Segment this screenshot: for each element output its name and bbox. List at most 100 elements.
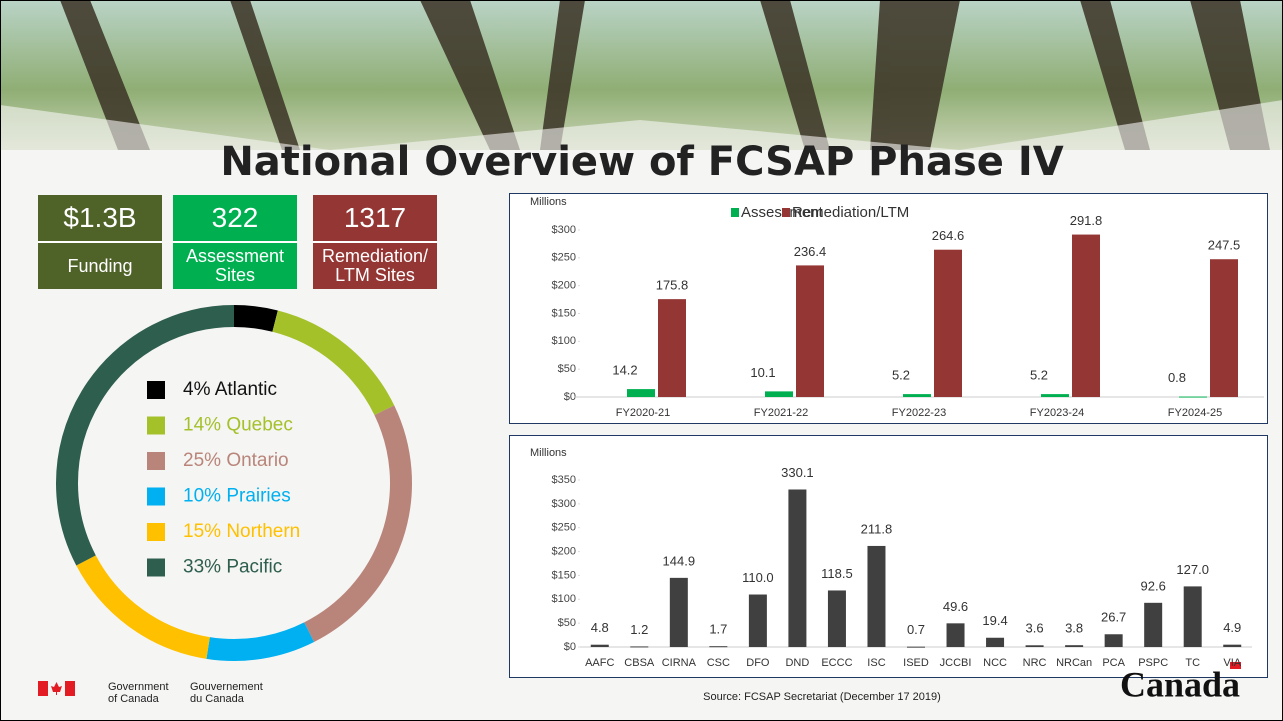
y-tick-label: $150	[552, 307, 576, 319]
bar	[1026, 645, 1044, 647]
value-label: 211.8	[861, 521, 893, 536]
value-label: 10.1	[750, 365, 775, 380]
bar	[591, 645, 609, 647]
value-label: 19.4	[982, 613, 1007, 628]
value-label: 14.2	[612, 363, 637, 378]
bar	[867, 546, 885, 647]
gov-en: Government of Canada	[108, 681, 180, 705]
y-axis-unit: Millions	[530, 196, 567, 208]
value-label: 0.7	[907, 622, 925, 637]
source: Source: FCSAP Secretariat (December 17 2…	[703, 691, 941, 703]
x-tick-label: ISC	[867, 657, 885, 669]
x-tick-label: VIA	[1223, 657, 1241, 669]
stat-value: $1.3B	[38, 195, 162, 241]
legend-name: Northern	[226, 521, 300, 542]
bar	[1179, 397, 1207, 398]
value-label: 0.8	[1168, 370, 1186, 385]
legend-name: Ontario	[226, 450, 288, 471]
donut-segment	[208, 632, 309, 650]
legend-swatch	[147, 452, 165, 470]
canada-wordmark: Canada	[1120, 664, 1240, 704]
value-label: 5.2	[892, 368, 910, 383]
legend-percent: 25%	[183, 450, 221, 471]
value-label: 175.8	[656, 278, 689, 293]
x-tick-label: PCA	[1102, 657, 1125, 669]
bar	[1065, 645, 1083, 647]
bar	[670, 578, 688, 647]
y-tick-label: $250	[552, 252, 576, 264]
x-tick-label: CSC	[707, 657, 730, 669]
y-tick-label: $200	[552, 545, 576, 557]
x-tick-label: DFO	[746, 657, 770, 669]
donut-segment	[309, 410, 401, 632]
canada-flag	[38, 681, 75, 696]
value-label: 1.7	[709, 622, 727, 637]
value-label: 236.4	[794, 244, 827, 259]
legend-entry: 4% Atlantic	[183, 379, 277, 400]
y-tick-label: $50	[558, 363, 576, 375]
stat-label: Assessment Sites	[173, 241, 297, 289]
value-label: 144.9	[663, 553, 696, 568]
y-tick-label: $0	[564, 641, 576, 653]
bar	[934, 250, 962, 397]
value-label: 5.2	[1030, 368, 1048, 383]
legend-entry: 25% Ontario	[183, 450, 289, 471]
y-tick-label: $50	[558, 617, 576, 629]
stat-label: Funding	[38, 241, 162, 289]
donut-segment	[275, 321, 384, 410]
stat-box: $1.3BFunding	[38, 195, 162, 289]
x-tick-label: JCCBI	[940, 657, 972, 669]
slide: National Overview of FCSAP Phase IV Sour…	[0, 0, 1283, 721]
value-label: 3.6	[1026, 621, 1044, 636]
title: National Overview of FCSAP Phase IV	[220, 139, 1063, 185]
bar	[1184, 586, 1202, 647]
bar	[1072, 235, 1100, 397]
stat-value: 322	[173, 195, 297, 241]
x-tick-label: ECCC	[821, 657, 852, 669]
value-label: 118.5	[821, 566, 853, 581]
legend-entry: Remediation/LTM	[792, 204, 909, 221]
x-tick-label: DND	[785, 657, 809, 669]
bar	[1223, 645, 1241, 647]
bar	[627, 389, 655, 397]
stat-label: Remediation/ LTM Sites	[313, 241, 437, 289]
bar	[788, 489, 806, 647]
x-tick-label: PSPC	[1138, 657, 1168, 669]
bar	[986, 638, 1004, 647]
legend-name: Prairies	[226, 486, 290, 507]
x-tick-label: ISED	[903, 657, 929, 669]
value-label: 26.7	[1101, 610, 1126, 625]
bar	[658, 299, 686, 397]
y-tick-label: $250	[552, 522, 576, 534]
y-axis-unit: Millions	[530, 447, 567, 459]
y-tick-label: $200	[552, 280, 576, 292]
legend-entry: 14% Quebec	[183, 415, 293, 436]
x-tick-label: CBSA	[624, 657, 655, 669]
bar	[765, 391, 793, 397]
legend-percent: 15%	[183, 521, 221, 542]
legend-name: Pacific	[226, 557, 282, 578]
bar	[1105, 634, 1123, 647]
legend-percent: 33%	[183, 557, 221, 578]
legend-name: Atlantic	[215, 379, 277, 400]
y-tick-label: $350	[552, 474, 576, 486]
legend-name: Quebec	[226, 415, 293, 436]
value-label: 247.5	[1208, 238, 1241, 253]
value-label: 3.8	[1065, 621, 1083, 636]
bar	[1144, 603, 1162, 647]
legend-swatch	[147, 381, 165, 399]
bar	[796, 265, 824, 397]
legend-swatch	[731, 208, 739, 217]
x-tick-label: NRC	[1023, 657, 1047, 669]
y-tick-label: $300	[552, 224, 576, 236]
bar	[947, 623, 965, 647]
legend-swatch	[147, 417, 165, 435]
x-tick-label: NRCan	[1056, 657, 1092, 669]
value-label: 330.1	[781, 465, 814, 480]
legend-swatch	[147, 488, 165, 506]
legend-percent: 14%	[183, 415, 221, 436]
y-tick-label: $300	[552, 498, 576, 510]
legend-percent: 4%	[183, 379, 211, 400]
